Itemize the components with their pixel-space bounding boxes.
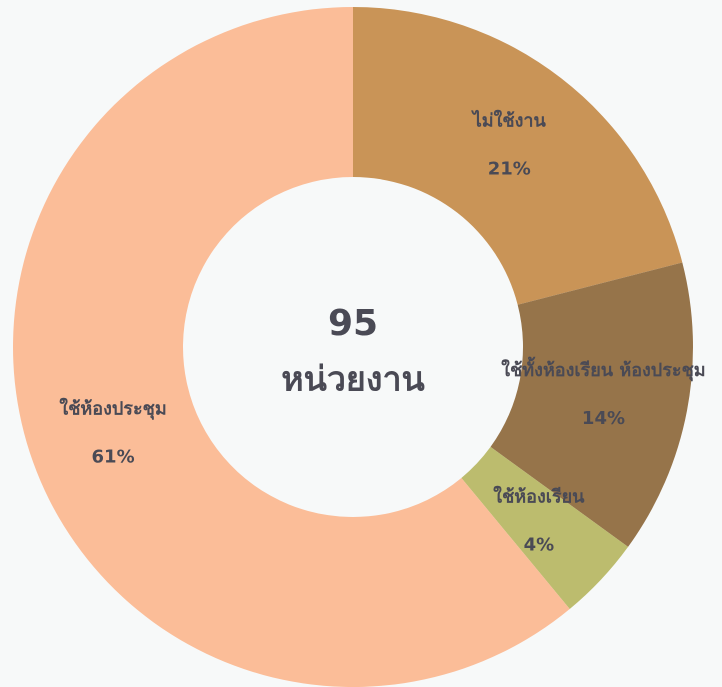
slice-label: ใช้ทั้งห้องเรียน ห้องประชุม <box>501 356 705 382</box>
slice-label: ใช้ห้องประชุม <box>59 397 166 420</box>
center-label: หน่วยงาน <box>281 360 425 400</box>
slice-value-label: 21% <box>488 159 531 180</box>
slice <box>13 7 570 687</box>
slice-label: ใช้ห้องเรียน <box>493 486 585 508</box>
slice-value-label: 4% <box>524 535 555 556</box>
slice-value-label: 14% <box>582 408 625 429</box>
slice <box>353 7 683 305</box>
slice-label: ไม่ใช้งาน <box>471 110 547 132</box>
slice <box>490 262 694 547</box>
center-value: 95 <box>328 303 378 344</box>
slice <box>461 446 629 609</box>
slice-value-label: 61% <box>92 446 135 467</box>
